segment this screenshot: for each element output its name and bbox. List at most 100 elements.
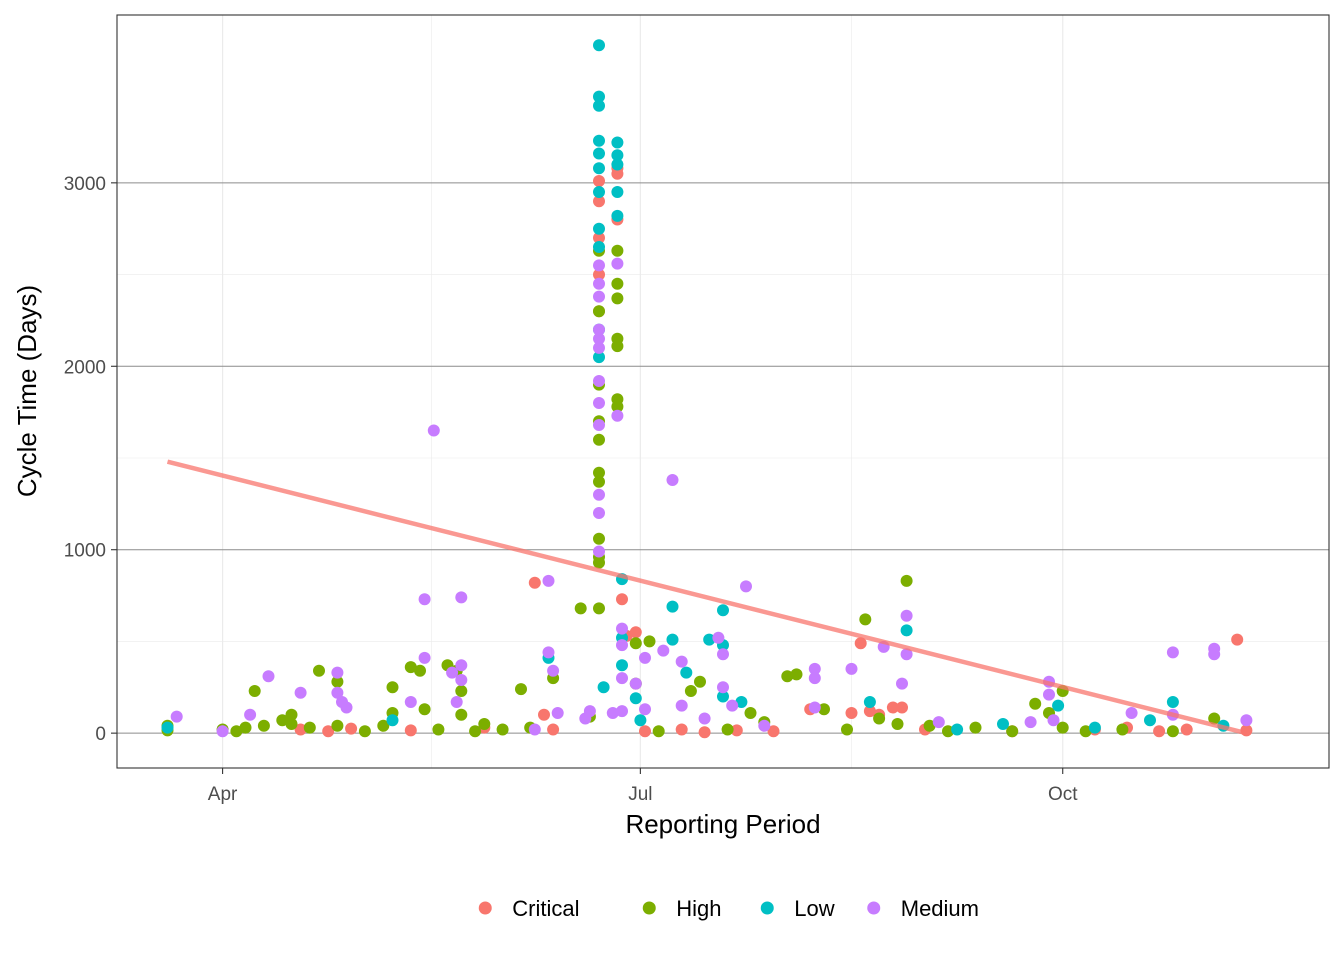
x-tick-label: Jul: [628, 784, 652, 805]
data-point: [303, 721, 316, 734]
data-point: [593, 99, 605, 112]
data-point: [1088, 721, 1101, 734]
data-point: [1231, 633, 1244, 646]
data-point: [703, 633, 716, 646]
data-point: [257, 719, 270, 732]
data-point: [845, 707, 858, 719]
data-point: [721, 723, 734, 736]
x-tick-label: Apr: [208, 784, 238, 805]
data-point: [418, 703, 431, 716]
data-point: [593, 175, 605, 187]
data-point: [455, 674, 468, 686]
data-point: [593, 259, 605, 272]
data-point: [593, 241, 605, 253]
data-point: [717, 648, 729, 661]
x-axis: Apr Jul Oct: [208, 768, 1078, 805]
data-point: [593, 90, 605, 103]
data-point: [593, 475, 605, 488]
data-point: [418, 593, 431, 606]
data-point: [593, 433, 605, 446]
data-point: [873, 712, 886, 725]
data-point: [717, 690, 729, 703]
data-point: [404, 724, 417, 737]
data-point: [331, 686, 344, 699]
data-point: [455, 685, 468, 697]
data-point: [216, 725, 229, 738]
data-point: [593, 39, 605, 52]
data-point: [386, 681, 399, 694]
data-point: [574, 602, 587, 615]
data-point: [593, 419, 605, 431]
data-point: [593, 466, 605, 479]
data-point: [551, 707, 564, 719]
data-point: [593, 277, 605, 290]
data-point: [542, 646, 555, 659]
data-point: [404, 696, 417, 708]
data-point: [322, 725, 335, 738]
data-point: [684, 685, 697, 697]
data-point: [932, 716, 945, 729]
data-point: [1153, 725, 1166, 738]
data-point: [611, 167, 624, 180]
legend: Critical High Low Medium: [478, 896, 979, 921]
data-point: [616, 659, 628, 672]
data-point: [262, 670, 275, 683]
data-point: [616, 705, 628, 718]
data-point: [735, 696, 748, 708]
legend-key: [642, 901, 656, 915]
data-point: [593, 351, 605, 364]
legend-key: [867, 901, 881, 915]
legend-key: [760, 901, 774, 915]
data-point: [469, 725, 482, 738]
data-points: [161, 39, 1253, 739]
data-point: [593, 162, 605, 175]
data-point: [969, 721, 982, 734]
data-point: [1079, 725, 1092, 738]
data-point: [611, 277, 624, 290]
data-point: [450, 696, 463, 708]
data-point: [547, 723, 560, 736]
data-point: [427, 424, 440, 437]
data-point: [758, 719, 771, 732]
data-point: [331, 675, 344, 688]
legend-key: [478, 901, 492, 915]
data-point: [616, 622, 628, 635]
data-point: [808, 701, 821, 714]
data-point: [730, 724, 743, 737]
y-tick-label: 2000: [64, 357, 106, 378]
data-point: [593, 290, 605, 303]
data-point: [951, 723, 964, 736]
data-point: [1125, 707, 1138, 719]
data-point: [629, 677, 642, 690]
data-point: [597, 681, 610, 694]
y-tick-label: 3000: [64, 174, 106, 195]
y-axis: 0 1000 2000 3000: [64, 174, 117, 745]
x-axis-title: Reporting Period: [625, 809, 820, 839]
data-point: [767, 725, 780, 738]
data-point: [593, 195, 605, 208]
data-point: [593, 305, 605, 318]
data-point: [680, 666, 693, 679]
legend-item-high: High: [642, 896, 722, 921]
trend-line-group: [166, 459, 1247, 736]
series-low: [161, 39, 1230, 736]
data-point: [657, 644, 670, 657]
data-point: [1208, 648, 1221, 661]
data-point: [593, 602, 605, 615]
data-point: [331, 719, 344, 732]
data-point: [717, 681, 729, 694]
data-point: [345, 722, 358, 735]
data-point: [726, 699, 739, 712]
data-point: [1240, 714, 1253, 727]
y-tick-label: 0: [95, 724, 106, 745]
trend-line: [166, 459, 1247, 736]
data-point: [643, 635, 656, 648]
data-point: [1166, 725, 1179, 738]
data-point: [611, 292, 624, 305]
data-point: [616, 593, 628, 606]
data-point: [542, 574, 555, 587]
data-point: [432, 723, 445, 736]
data-point: [230, 725, 243, 738]
data-point: [675, 655, 688, 668]
data-point: [1006, 725, 1019, 738]
